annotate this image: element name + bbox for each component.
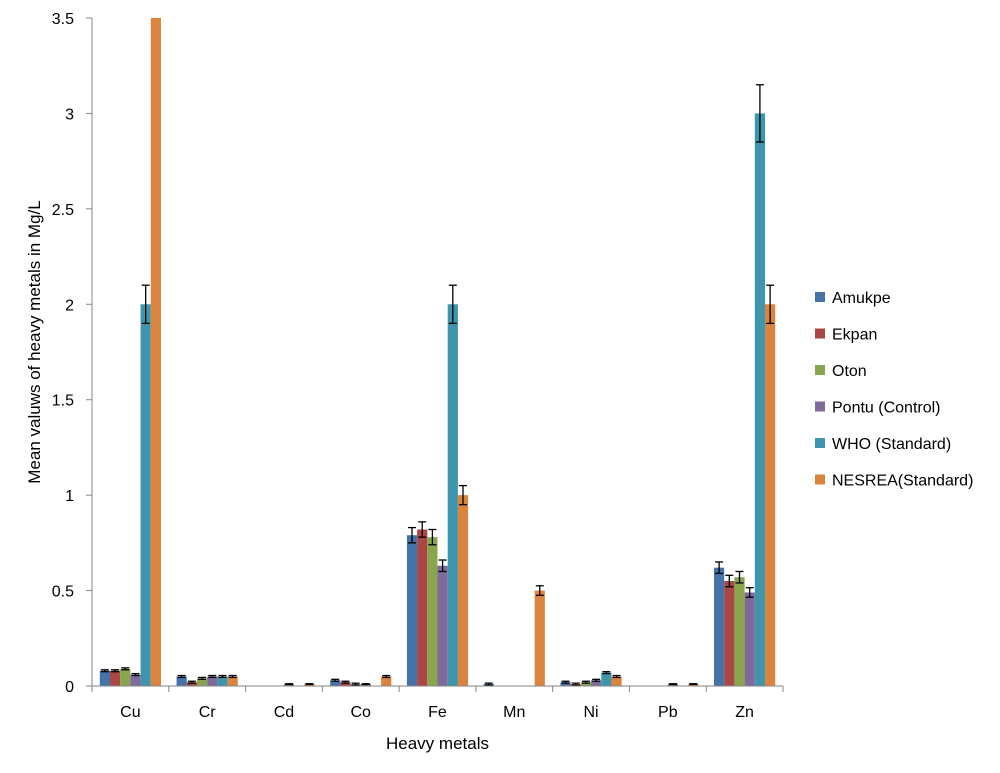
bar bbox=[140, 304, 151, 686]
legend-swatch bbox=[815, 328, 825, 339]
bar bbox=[99, 670, 110, 686]
bar bbox=[765, 304, 776, 686]
x-tick-label: Ni bbox=[584, 704, 599, 721]
legend-swatch bbox=[815, 438, 825, 448]
x-tick-label: Cr bbox=[199, 704, 217, 721]
bar bbox=[150, 18, 161, 686]
bar bbox=[227, 676, 238, 686]
bar bbox=[534, 590, 545, 686]
bar bbox=[176, 676, 187, 686]
bar bbox=[427, 537, 438, 686]
x-tick-label: Pb bbox=[658, 704, 678, 721]
y-axis-title: Mean valuws of heavy metals in Mg/L bbox=[25, 200, 44, 483]
bar bbox=[381, 676, 392, 686]
y-tick-label: 2.5 bbox=[52, 202, 74, 219]
y-tick-label: 0 bbox=[65, 679, 74, 696]
bar bbox=[130, 674, 141, 686]
legend-swatch bbox=[815, 401, 825, 412]
x-tick-label: Zn bbox=[735, 704, 754, 721]
bar bbox=[560, 682, 571, 686]
x-tick-label: Mn bbox=[503, 704, 525, 721]
bar bbox=[120, 668, 131, 686]
bar bbox=[340, 682, 351, 686]
bar bbox=[744, 592, 755, 686]
bar bbox=[109, 670, 121, 686]
bar bbox=[186, 682, 197, 686]
bar bbox=[437, 565, 448, 686]
y-tick-label: 2 bbox=[65, 297, 74, 314]
legend-swatch bbox=[815, 365, 825, 375]
bar bbox=[330, 680, 341, 686]
y-tick-label: 0.5 bbox=[52, 584, 74, 601]
legend-swatch bbox=[815, 474, 825, 485]
x-tick-label: Fe bbox=[428, 704, 447, 721]
bar bbox=[457, 495, 469, 686]
legend-swatch bbox=[815, 292, 825, 302]
y-tick-label: 3 bbox=[65, 106, 74, 123]
legend-label: Pontu (Control) bbox=[832, 400, 941, 417]
bar bbox=[580, 682, 592, 686]
bar bbox=[196, 678, 208, 686]
x-axis-title: Heavy metals bbox=[386, 734, 489, 753]
y-tick-label: 3.5 bbox=[52, 11, 74, 28]
bar bbox=[417, 529, 428, 686]
x-tick-label: Co bbox=[350, 704, 371, 721]
legend-label: Ekpan bbox=[832, 327, 877, 344]
legend-label: Amukpe bbox=[832, 290, 891, 307]
bar bbox=[601, 672, 612, 686]
bar bbox=[591, 680, 602, 686]
legend: Amukpe Ekpan Oton Pontu (Control) WHO (Stand… bbox=[815, 290, 973, 490]
legend-label: NESREA(Standard) bbox=[832, 473, 973, 490]
bar bbox=[734, 577, 745, 686]
bar bbox=[207, 676, 218, 686]
y-tick-label: 1 bbox=[65, 488, 74, 505]
bar bbox=[714, 567, 725, 686]
bar bbox=[724, 581, 735, 686]
bar bbox=[406, 535, 418, 686]
legend-label: Oton bbox=[832, 363, 867, 380]
bar bbox=[611, 676, 622, 686]
x-tick-label: Cd bbox=[274, 704, 294, 721]
x-tick-label: Cu bbox=[120, 704, 140, 721]
bar bbox=[447, 304, 458, 686]
y-tick-label: 1.5 bbox=[52, 393, 74, 410]
bar bbox=[217, 676, 228, 686]
legend-label: WHO (Standard) bbox=[832, 436, 951, 453]
bar bbox=[754, 113, 766, 686]
